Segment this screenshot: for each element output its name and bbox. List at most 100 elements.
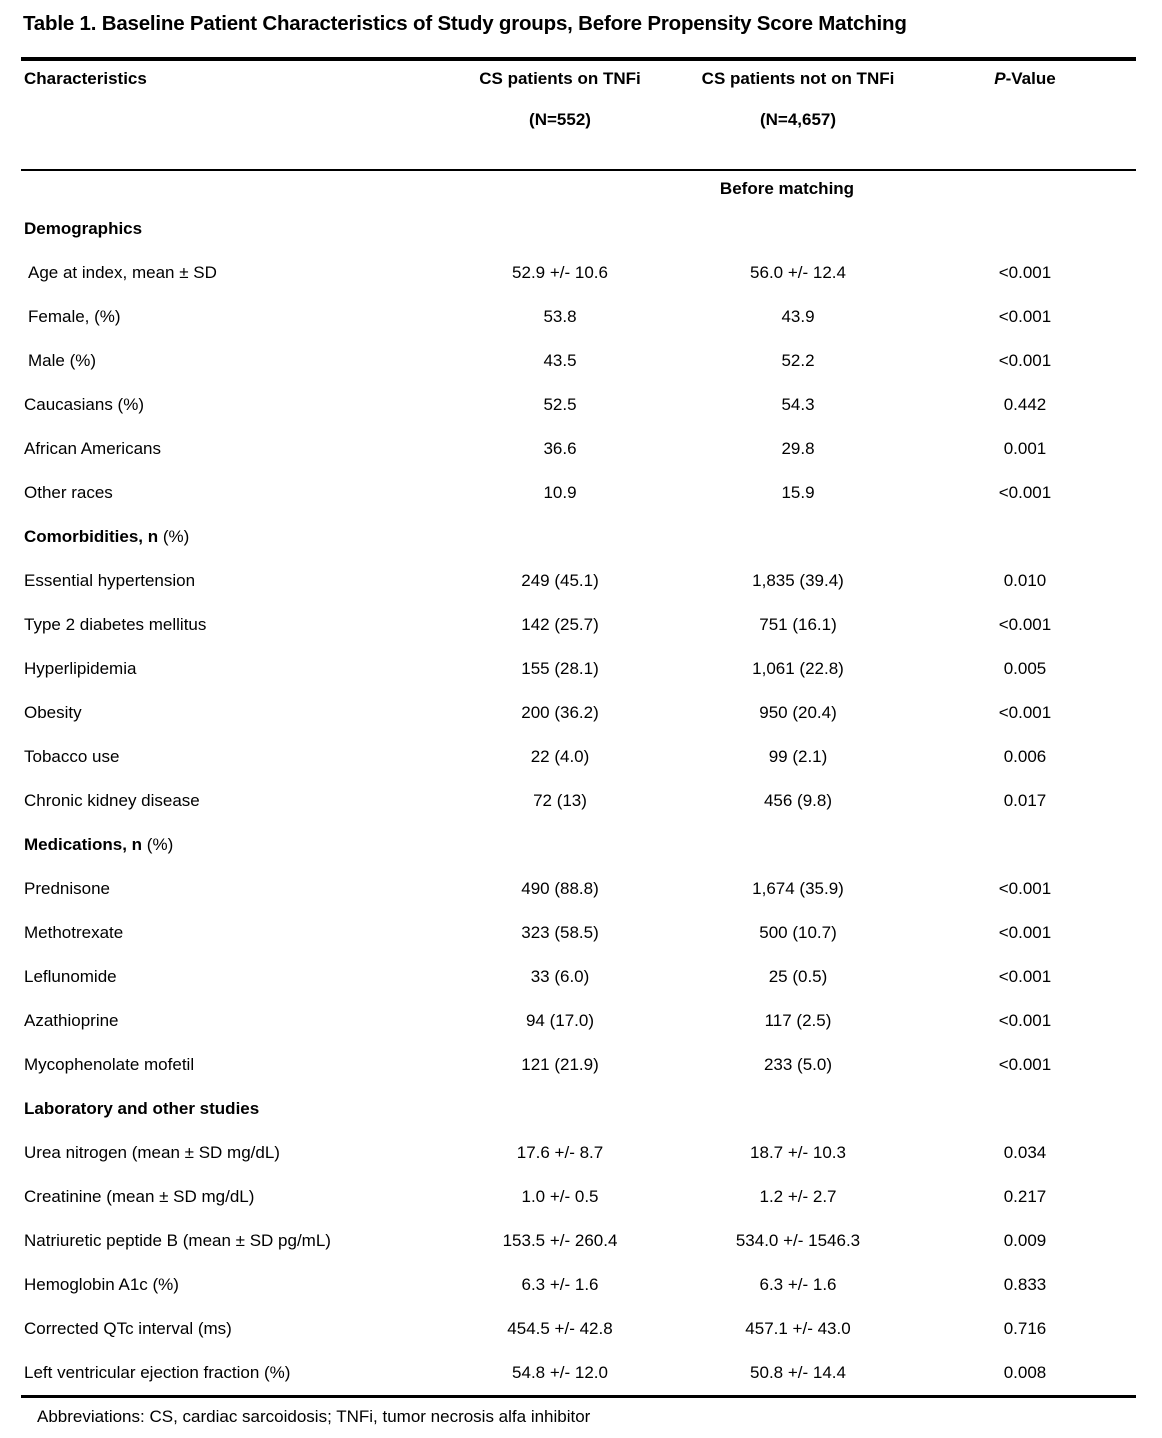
- tnfi-value: 94 (17.0): [525, 1011, 595, 1030]
- section-row-comorbidities: Comorbidities, n (%): [21, 515, 1136, 559]
- no-tnfi-value: 456 (9.8): [763, 791, 833, 810]
- empty-cell: [914, 97, 1136, 171]
- row-label: African Americans: [24, 439, 161, 458]
- row-label: Hemoglobin A1c (%): [24, 1275, 179, 1294]
- no-tnfi-value: 1.2 +/- 2.7: [759, 1187, 837, 1206]
- p-value: <0.001: [998, 483, 1052, 502]
- row-label: Urea nitrogen (mean ± SD mg/dL): [24, 1143, 280, 1162]
- no-tnfi-value: 15.9: [781, 483, 815, 502]
- row-lv-ejection-fraction: Left ventricular ejection fraction (%) 5…: [21, 1351, 1136, 1397]
- row-label: Age at index, mean ± SD: [28, 263, 217, 282]
- no-tnfi-value: 50.8 +/- 14.4: [750, 1363, 846, 1382]
- row-chronic-kidney-disease: Chronic kidney disease 72 (13) 456 (9.8)…: [21, 779, 1136, 823]
- section-label: Demographics: [21, 207, 1136, 251]
- no-tnfi-value: 52.2: [781, 351, 815, 370]
- row-hyperlipidemia: Hyperlipidemia 155 (28.1) 1,061 (22.8) 0…: [21, 647, 1136, 691]
- tnfi-value: 6.3 +/- 1.6: [521, 1275, 599, 1294]
- no-tnfi-value: 6.3 +/- 1.6: [759, 1275, 837, 1294]
- row-label: Essential hypertension: [24, 571, 196, 590]
- pvalue-rest: -Value: [1005, 69, 1056, 88]
- tnfi-value: 490 (88.8): [521, 879, 599, 898]
- row-label: Natriuretic peptide B (mean ± SD pg/mL): [24, 1231, 331, 1250]
- row-female: Female, (%) 53.8 43.9 <0.001: [21, 295, 1136, 339]
- row-essential-hypertension: Essential hypertension 249 (45.1) 1,835 …: [21, 559, 1136, 603]
- row-azathioprine: Azathioprine 94 (17.0) 117 (2.5) <0.001: [21, 999, 1136, 1043]
- baseline-characteristics-table: Characteristics CS patients on TNFi CS p…: [21, 57, 1136, 1398]
- before-matching-banner: Before matching: [719, 179, 855, 198]
- row-label: Obesity: [24, 703, 82, 722]
- row-type2-diabetes: Type 2 diabetes mellitus 142 (25.7) 751 …: [21, 603, 1136, 647]
- section-label-bold: Laboratory and other studies: [24, 1099, 260, 1118]
- row-age-at-index: Age at index, mean ± SD 52.9 +/- 10.6 56…: [21, 251, 1136, 295]
- empty-cell: [21, 97, 438, 171]
- tnfi-value: 142 (25.7): [521, 615, 599, 634]
- row-label: Type 2 diabetes mellitus: [24, 615, 207, 634]
- section-row-medications: Medications, n (%): [21, 823, 1136, 867]
- tnfi-value: 155 (28.1): [521, 659, 599, 678]
- tnfi-value: 10.9: [543, 483, 577, 502]
- tnfi-value: 52.5: [543, 395, 577, 414]
- p-value: 0.005: [1003, 659, 1047, 678]
- no-tnfi-value: 43.9: [781, 307, 815, 326]
- section-label-bold: Demographics: [24, 219, 143, 238]
- sample-size-row: (N=552) (N=4,657): [21, 97, 1136, 171]
- section-label: Laboratory and other studies: [21, 1087, 1136, 1131]
- tnfi-value: 454.5 +/- 42.8: [507, 1319, 613, 1338]
- row-african-americans: African Americans 36.6 29.8 0.001: [21, 427, 1136, 471]
- row-creatinine: Creatinine (mean ± SD mg/dL) 1.0 +/- 0.5…: [21, 1175, 1136, 1219]
- row-natriuretic-peptide-b: Natriuretic peptide B (mean ± SD pg/mL) …: [21, 1219, 1136, 1263]
- tnfi-value: 54.8 +/- 12.0: [512, 1363, 608, 1382]
- tnfi-value: 52.9 +/- 10.6: [512, 263, 608, 282]
- no-tnfi-value: 29.8: [781, 439, 815, 458]
- row-label: Chronic kidney disease: [24, 791, 200, 810]
- row-label: Tobacco use: [24, 747, 120, 766]
- row-hemoglobin-a1c: Hemoglobin A1c (%) 6.3 +/- 1.6 6.3 +/- 1…: [21, 1263, 1136, 1307]
- row-label: Corrected QTc interval (ms): [24, 1319, 232, 1338]
- no-tnfi-value: 500 (10.7): [759, 923, 837, 942]
- row-methotrexate: Methotrexate 323 (58.5) 500 (10.7) <0.00…: [21, 911, 1136, 955]
- no-tnfi-value: 950 (20.4): [759, 703, 837, 722]
- p-value: <0.001: [998, 1011, 1052, 1030]
- section-label: Comorbidities, n (%): [21, 515, 1136, 559]
- p-value: 0.010: [1003, 571, 1047, 590]
- row-obesity: Obesity 200 (36.2) 950 (20.4) <0.001: [21, 691, 1136, 735]
- tnfi-group-n: (N=552): [438, 97, 682, 171]
- p-value: 0.008: [1003, 1363, 1047, 1382]
- pvalue-p-italic: P: [994, 69, 1006, 88]
- p-value: <0.001: [998, 263, 1052, 282]
- row-label: Mycophenolate mofetil: [24, 1055, 195, 1074]
- row-leflunomide: Leflunomide 33 (6.0) 25 (0.5) <0.001: [21, 955, 1136, 999]
- p-value: <0.001: [998, 923, 1052, 942]
- tnfi-value: 249 (45.1): [521, 571, 599, 590]
- no-tnfi-value: 457.1 +/- 43.0: [745, 1319, 851, 1338]
- abbreviations-footnote: Abbreviations: CS, cardiac sarcoidosis; …: [37, 1407, 591, 1426]
- column-header-row: Characteristics CS patients on TNFi CS p…: [21, 59, 1136, 97]
- no-tnfi-value: 534.0 +/- 1546.3: [735, 1231, 861, 1250]
- row-label: Other races: [24, 483, 113, 502]
- no-tnfi-value: 233 (5.0): [763, 1055, 833, 1074]
- tnfi-value: 153.5 +/- 260.4: [502, 1231, 618, 1250]
- tnfi-value: 1.0 +/- 0.5: [521, 1187, 599, 1206]
- row-mycophenolate-mofetil: Mycophenolate mofetil 121 (21.9) 233 (5.…: [21, 1043, 1136, 1087]
- tnfi-group-column-header: CS patients on TNFi: [479, 69, 641, 88]
- row-label: Male (%): [28, 351, 97, 370]
- tnfi-value: 17.6 +/- 8.7: [516, 1143, 604, 1162]
- no-tnfi-value: 18.7 +/- 10.3: [750, 1143, 846, 1162]
- p-value: 0.017: [1003, 791, 1047, 810]
- tnfi-value: 36.6: [543, 439, 577, 458]
- tnfi-value: 33 (6.0): [530, 967, 590, 986]
- row-label: Hyperlipidemia: [24, 659, 137, 678]
- table-title: Table 1. Baseline Patient Characteristic…: [23, 12, 907, 35]
- no-tnfi-value: 99 (2.1): [768, 747, 828, 766]
- p-value: 0.442: [1003, 395, 1047, 414]
- row-label: Creatinine (mean ± SD mg/dL): [24, 1187, 255, 1206]
- row-label: Left ventricular ejection fraction (%): [24, 1363, 291, 1382]
- section-row-laboratory: Laboratory and other studies: [21, 1087, 1136, 1131]
- row-label: Leflunomide: [24, 967, 117, 986]
- row-caucasians: Caucasians (%) 52.5 54.3 0.442: [21, 383, 1136, 427]
- p-value: 0.217: [1003, 1187, 1047, 1206]
- section-label-suffix: (%): [158, 527, 190, 546]
- p-value: 0.006: [1003, 747, 1047, 766]
- before-matching-row: Before matching: [21, 170, 1136, 207]
